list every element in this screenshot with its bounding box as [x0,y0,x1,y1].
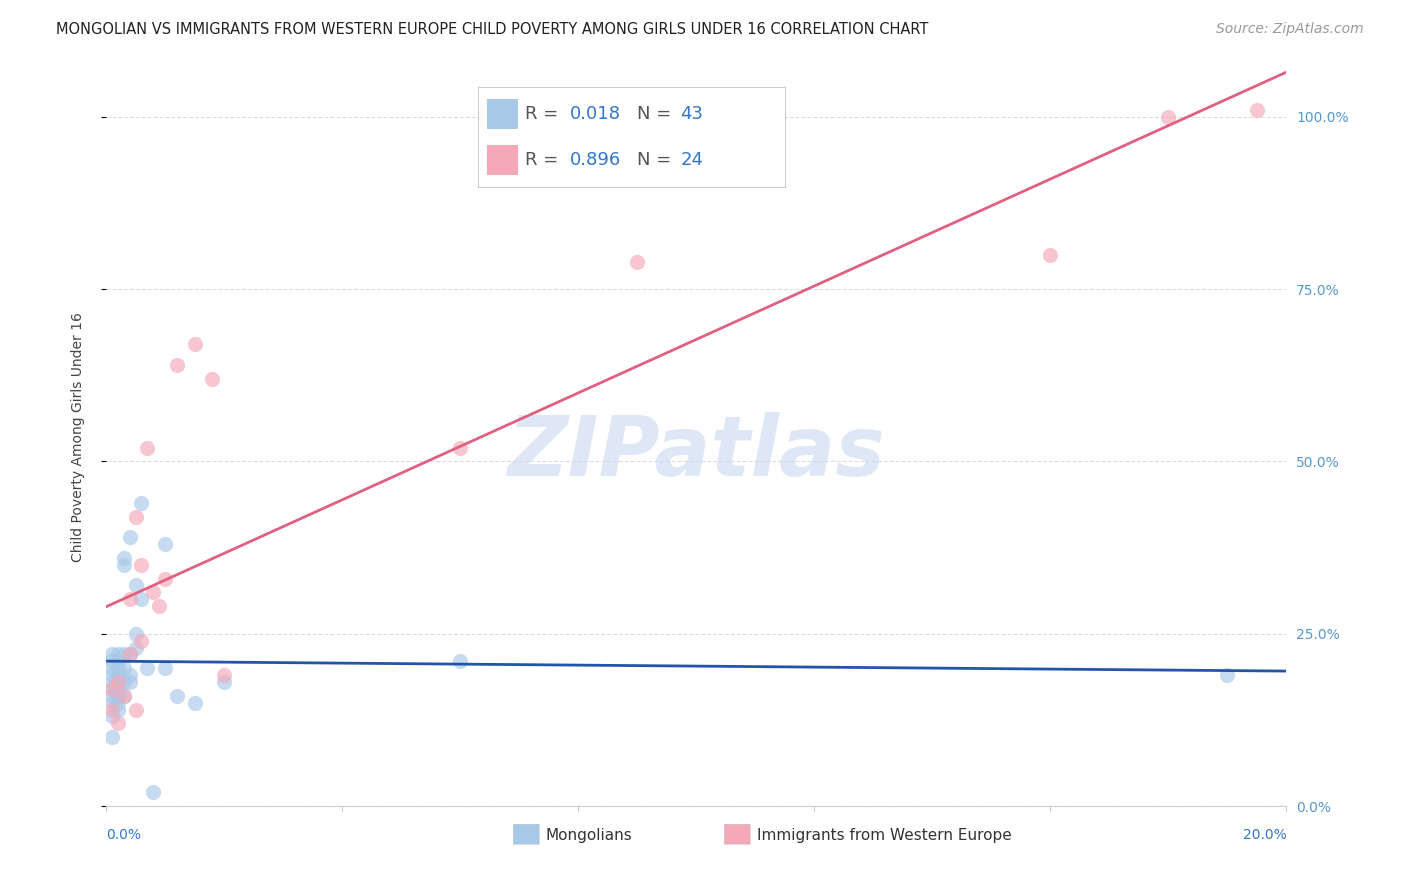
Point [124,578,146,592]
Point [101,648,124,662]
Point [153,572,176,586]
Point [101,654,124,668]
Point [107,716,129,731]
Point [101,730,124,744]
Point [131,592,153,607]
Point [153,661,176,675]
Point [101,696,124,710]
Point [142,785,165,799]
Point [101,681,124,696]
Point [124,702,146,716]
Point [107,654,129,668]
Y-axis label: Child Poverty Among Girls Under 16: Child Poverty Among Girls Under 16 [72,312,86,562]
Point [112,648,135,662]
Point [107,675,129,690]
Point [183,337,205,351]
Point [136,661,159,675]
Point [131,633,153,648]
Text: ZIPatlas: ZIPatlas [508,411,886,492]
Point [142,585,165,599]
Point [112,558,135,572]
Point [124,626,146,640]
Point [112,689,135,703]
Point [118,530,141,544]
Text: Immigrants from Western Europe: Immigrants from Western Europe [756,829,1011,843]
Point [118,648,141,662]
Point [118,675,141,690]
Point [183,696,205,710]
Point [101,675,124,690]
Point [201,372,224,386]
Point [101,709,124,723]
Point [101,661,124,675]
Text: 20.0%: 20.0% [1243,829,1286,842]
Point [148,599,170,614]
Point [112,689,135,703]
Point [626,254,648,268]
Point [107,668,129,682]
Text: Source: ZipAtlas.com: Source: ZipAtlas.com [1216,22,1364,37]
Point [107,661,129,675]
Text: Mongolians: Mongolians [546,829,633,843]
Point [101,702,124,716]
Point [101,681,124,696]
Point [107,689,129,703]
Point [112,675,135,690]
Point [107,681,129,696]
Point [112,550,135,565]
Point [166,358,188,372]
Point [1157,110,1180,124]
Point [166,689,188,703]
Point [1216,668,1239,682]
Point [112,661,135,675]
Point [153,537,176,551]
Point [1246,103,1268,117]
Point [118,648,141,662]
Point [212,675,235,690]
Point [124,640,146,655]
Text: 0.0%: 0.0% [105,829,141,842]
Point [107,702,129,716]
Point [101,689,124,703]
Point [1039,247,1062,261]
Point [449,441,471,455]
Point [118,668,141,682]
Point [124,509,146,524]
Point [118,592,141,607]
Point [136,441,159,455]
Point [101,668,124,682]
Point [107,648,129,662]
Point [449,654,471,668]
Point [131,496,153,510]
Point [212,668,235,682]
Point [131,558,153,572]
Text: MONGOLIAN VS IMMIGRANTS FROM WESTERN EUROPE CHILD POVERTY AMONG GIRLS UNDER 16 C: MONGOLIAN VS IMMIGRANTS FROM WESTERN EUR… [56,22,928,37]
Point [107,696,129,710]
Point [107,675,129,690]
